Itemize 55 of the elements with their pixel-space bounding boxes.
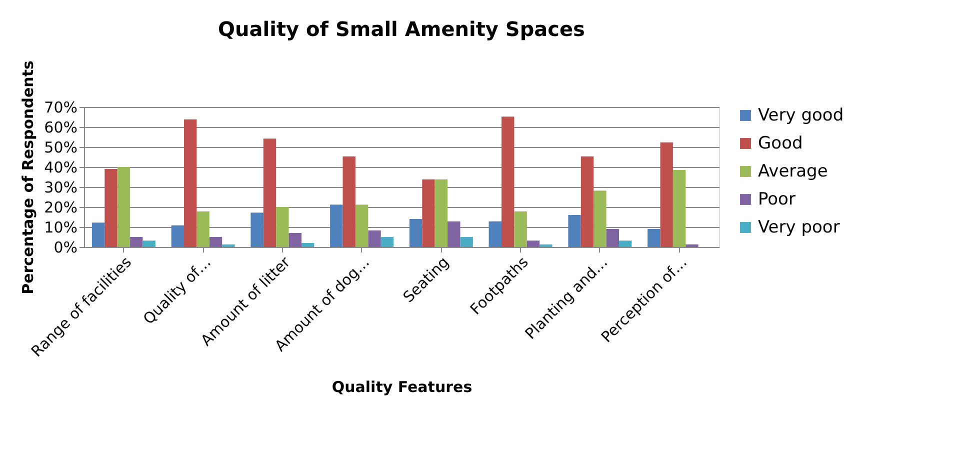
y-tick-label: 50% xyxy=(44,138,78,156)
bar xyxy=(660,142,673,247)
bar xyxy=(301,243,314,247)
bar xyxy=(276,207,289,247)
legend-label: Very poor xyxy=(758,218,840,238)
bar xyxy=(422,179,435,247)
bar xyxy=(171,225,184,247)
bar xyxy=(606,229,619,247)
y-tick-label: 20% xyxy=(44,198,78,216)
bar xyxy=(686,244,698,247)
y-tick-label: 30% xyxy=(44,178,78,196)
legend-label: Poor xyxy=(758,190,796,210)
chart-title: Quality of Small Amenity Spaces xyxy=(218,17,585,42)
bar xyxy=(580,156,594,247)
bar xyxy=(460,237,473,247)
bar xyxy=(368,230,381,247)
bar xyxy=(92,222,105,247)
bar xyxy=(263,138,276,247)
legend-label: Good xyxy=(758,134,803,154)
bar xyxy=(142,240,156,247)
bar xyxy=(488,221,502,247)
bar xyxy=(196,211,210,247)
bar xyxy=(648,229,660,247)
bar xyxy=(184,119,197,247)
bar xyxy=(434,179,448,247)
x-axis-title: Quality Features xyxy=(332,378,472,396)
bar xyxy=(330,204,343,247)
bar xyxy=(526,240,540,247)
y-axis-title: Percentage of Respondents xyxy=(19,60,38,294)
bar xyxy=(288,233,302,247)
bar xyxy=(222,244,235,247)
bar xyxy=(594,190,606,247)
y-tick-label: 0% xyxy=(54,238,78,256)
bar xyxy=(502,116,514,247)
legend-label: Average xyxy=(758,162,828,182)
bar xyxy=(380,237,394,247)
bar xyxy=(342,156,356,247)
bar xyxy=(618,240,632,247)
y-tick-label: 60% xyxy=(44,118,78,136)
bar xyxy=(117,167,130,247)
bar xyxy=(130,237,143,247)
bar xyxy=(540,244,552,247)
bar xyxy=(672,170,686,247)
bar xyxy=(355,204,368,247)
bar xyxy=(448,221,460,247)
y-tick-label: 40% xyxy=(44,158,78,176)
y-tick-label: 10% xyxy=(44,218,78,236)
bar xyxy=(568,215,581,247)
bar xyxy=(104,169,118,247)
bar xyxy=(514,211,527,247)
bar xyxy=(250,212,264,247)
legend-label: Very good xyxy=(758,106,844,126)
bar xyxy=(409,219,422,247)
bar xyxy=(209,237,222,247)
y-tick-label: 70% xyxy=(44,98,78,116)
